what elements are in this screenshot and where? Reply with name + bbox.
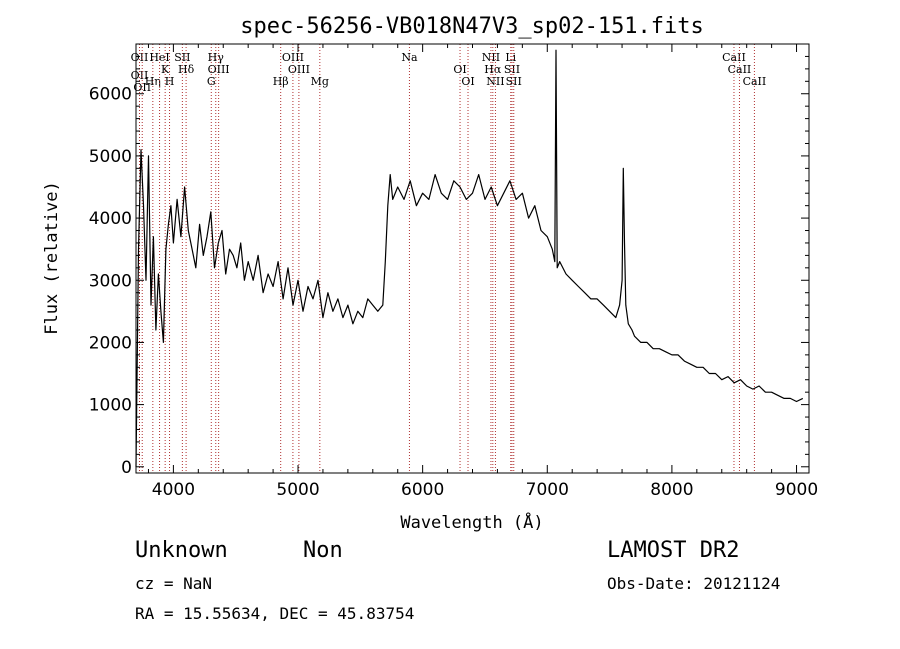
line-marker-label: OIII bbox=[282, 51, 304, 64]
coordinates-text: RA = 15.55634, DEC = 45.83754 bbox=[135, 604, 415, 623]
line-marker-label: OIII bbox=[208, 63, 230, 76]
y-axis: 0 1000 2000 3000 4000 5000 6000 bbox=[89, 43, 809, 478]
line-marker-label: Na bbox=[401, 51, 418, 64]
x-tick-label: 4000 bbox=[152, 480, 195, 500]
spectrum-series bbox=[135, 49, 804, 467]
x-tick-label: 8000 bbox=[650, 480, 693, 500]
x-tick-label: 9000 bbox=[775, 480, 818, 500]
y-tick-label: 2000 bbox=[89, 333, 132, 353]
spectrum-chart: spec-56256-VB018N47V3_sp02-151.fits OIIO… bbox=[42, 14, 818, 533]
line-marker-label: Hη bbox=[145, 75, 161, 88]
object-class: Unknown bbox=[135, 538, 228, 563]
line-marker-label: Hδ bbox=[178, 63, 195, 76]
line-marker-label: HeI bbox=[149, 51, 169, 64]
y-axis-label: Flux (relative) bbox=[42, 181, 62, 335]
spectrum-line bbox=[135, 49, 804, 467]
spectral-line-markers: OIIOIIOIIHηHeIKHSIIHδGHγOIIIHβOIIIOIIIMg… bbox=[131, 44, 767, 473]
line-marker-label: SII bbox=[506, 75, 522, 88]
line-marker-label: SII bbox=[504, 63, 520, 76]
x-tick-label: 7000 bbox=[526, 480, 569, 500]
line-marker-label: OII bbox=[133, 81, 151, 94]
object-subclass: Non bbox=[303, 538, 343, 563]
line-marker-label: CaII bbox=[743, 75, 767, 88]
x-axis-label: Wavelength (Å) bbox=[400, 511, 543, 533]
line-marker-label: OII bbox=[131, 69, 149, 82]
line-marker-label: CaII bbox=[722, 51, 746, 64]
y-tick-label: 4000 bbox=[89, 209, 132, 229]
y-tick-label: 3000 bbox=[89, 271, 132, 291]
obs-date-text: Obs-Date: 20121124 bbox=[607, 574, 781, 593]
line-marker-label: Li bbox=[505, 51, 516, 64]
line-marker-label: SII bbox=[174, 51, 190, 64]
x-tick-label: 5000 bbox=[276, 480, 319, 500]
chart-title: spec-56256-VB018N47V3_sp02-151.fits bbox=[240, 14, 704, 39]
y-tick-label: 1000 bbox=[89, 396, 132, 416]
survey-name: LAMOST DR2 bbox=[607, 538, 740, 563]
plot-frame bbox=[135, 43, 810, 474]
x-tick-label: 6000 bbox=[401, 480, 444, 500]
line-marker-label: H bbox=[165, 75, 175, 88]
line-marker-label: OI bbox=[453, 63, 466, 76]
x-axis: 4000 5000 6000 7000 8000 9000 bbox=[147, 44, 818, 500]
line-marker-label: OI bbox=[461, 75, 474, 88]
line-marker-label: CaII bbox=[728, 63, 752, 76]
line-marker-label: Hγ bbox=[208, 51, 225, 64]
line-marker-label: NII bbox=[482, 51, 500, 64]
y-tick-label: 6000 bbox=[89, 85, 132, 105]
line-marker-label: G bbox=[207, 75, 216, 88]
y-tick-label: 5000 bbox=[89, 147, 132, 167]
line-marker-label: K bbox=[161, 63, 170, 76]
line-marker-label: Mg bbox=[311, 75, 329, 88]
line-marker-label: NII bbox=[486, 75, 504, 88]
line-marker-label: OIII bbox=[288, 63, 310, 76]
y-tick-label: 0 bbox=[121, 458, 132, 478]
line-marker-label: OII bbox=[131, 51, 149, 64]
line-marker-label: Hα bbox=[484, 63, 502, 76]
line-marker-label: Hβ bbox=[273, 75, 289, 88]
redshift-text: cz = NaN bbox=[135, 574, 213, 593]
